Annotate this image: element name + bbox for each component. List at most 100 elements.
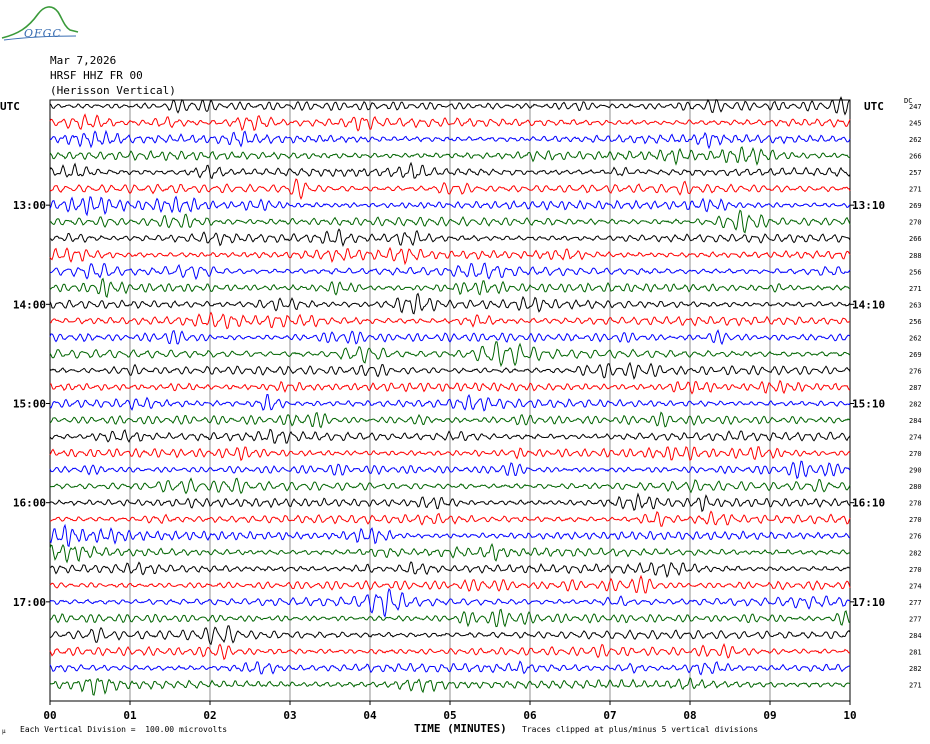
dc-offset-label: 282	[909, 665, 922, 673]
dc-offset-label: 266	[909, 235, 922, 243]
seismic-trace	[49, 361, 851, 380]
dc-offset-label: 284	[909, 417, 922, 425]
right-hour-label: 15:10	[852, 398, 885, 411]
seismic-trace	[49, 643, 851, 661]
right-hour-label: 14:10	[852, 298, 885, 311]
dc-offset-label: 276	[909, 367, 922, 375]
left-utc-label: UTC	[0, 100, 20, 113]
x-tick-label: 08	[683, 709, 696, 722]
seismic-trace	[49, 523, 851, 547]
seismic-trace	[49, 446, 851, 462]
seismic-trace	[49, 543, 851, 564]
seismic-trace	[49, 477, 851, 495]
left-hour-label: 13:00	[13, 199, 46, 212]
seismic-trace	[49, 161, 851, 180]
left-hour-label: 14:00	[13, 298, 46, 311]
dc-offset-label: 277	[909, 615, 922, 623]
seismic-trace	[49, 587, 851, 619]
dc-offset-label: 270	[909, 516, 922, 524]
x-axis-title: TIME (MINUTES)	[414, 722, 507, 735]
seismic-trace	[49, 292, 851, 315]
vertical-division-note: Each Vertical Division = 100.00 microvol…	[20, 725, 228, 734]
x-tick-label: 05	[443, 709, 456, 722]
station-description: (Herisson Vertical)	[50, 84, 176, 97]
seismic-trace	[49, 228, 851, 247]
dc-offset-label: 288	[909, 252, 922, 260]
dc-offset-label: 274	[909, 582, 922, 590]
right-utc-label: UTC	[864, 100, 884, 113]
seismic-trace	[49, 393, 851, 412]
seismic-trace	[49, 178, 851, 201]
dc-offset-label: 271	[909, 681, 922, 689]
x-tick-label: 01	[123, 709, 137, 722]
seismic-trace	[49, 492, 851, 513]
dc-offset-label: 270	[909, 450, 922, 458]
seismic-trace	[49, 311, 851, 330]
dc-offset-label: 271	[909, 285, 922, 293]
dc-offset-label: 256	[909, 318, 922, 326]
dc-offset-label: 270	[909, 219, 922, 227]
seismic-trace	[49, 277, 851, 298]
footer-mini-mark: μ	[2, 728, 6, 735]
dc-offset-label: 282	[909, 549, 922, 557]
seismic-trace	[49, 329, 851, 346]
x-tick-label: 06	[523, 709, 537, 722]
seismic-trace	[49, 574, 851, 594]
dc-offset-label: 277	[909, 599, 922, 607]
logo-mountain-icon	[1, 6, 79, 41]
dc-offset-label: 274	[909, 434, 922, 442]
dc-offset-label: 276	[909, 533, 922, 541]
seismic-trace	[49, 460, 851, 480]
dc-offset-label: 280	[909, 483, 922, 491]
dc-offset-label: 257	[909, 169, 922, 177]
clipping-note: Traces clipped at plus/minus 5 vertical …	[522, 725, 759, 734]
seismic-trace	[49, 113, 851, 132]
seismic-trace	[49, 608, 851, 628]
seismic-trace	[49, 96, 851, 116]
dc-offset-label: 256	[909, 268, 922, 276]
seismic-trace	[49, 561, 851, 578]
x-tick-label: 04	[363, 709, 377, 722]
dc-column-label: DC	[904, 97, 913, 105]
seismic-trace	[49, 625, 851, 646]
right-hour-label: 17:10	[852, 596, 885, 609]
seismic-trace	[49, 262, 851, 281]
seismic-trace	[49, 510, 851, 527]
dc-offset-label: 270	[909, 566, 922, 574]
seismic-trace	[49, 246, 851, 266]
dc-offset-label: 247	[909, 103, 922, 111]
x-tick-label: 07	[603, 709, 616, 722]
left-hour-label: 15:00	[13, 398, 46, 411]
dc-offset-label: 263	[909, 301, 922, 309]
dc-offset-label: 290	[909, 467, 922, 475]
seismic-trace	[49, 209, 851, 234]
seismic-trace	[49, 660, 851, 676]
x-tick-label: 03	[283, 709, 296, 722]
right-hour-label: 16:10	[852, 497, 885, 510]
station-code: HRSF HHZ FR 00	[50, 69, 143, 82]
seismic-trace	[49, 129, 851, 150]
dc-offset-label: 271	[909, 186, 922, 194]
plot-date: Mar 7,2026	[50, 54, 117, 67]
dc-offset-label: 282	[909, 401, 922, 409]
seismic-trace	[49, 195, 851, 217]
seismic-trace	[49, 379, 851, 395]
dc-offset-label: 278	[909, 500, 922, 508]
x-tick-label: 09	[763, 709, 776, 722]
ofgc-logo: OFGC	[0, 0, 80, 48]
seismic-trace	[49, 411, 851, 429]
dc-offset-label: 245	[909, 120, 922, 128]
logo-text: OFGC	[24, 27, 62, 40]
left-hour-label: 16:00	[13, 497, 46, 510]
x-tick-label: 02	[203, 709, 216, 722]
dc-offset-label: 269	[909, 351, 922, 359]
dc-offset-label: 266	[909, 153, 922, 161]
dc-offset-label: 287	[909, 384, 922, 392]
left-hour-label: 17:00	[13, 596, 46, 609]
x-tick-label: 10	[843, 709, 856, 722]
dc-offset-label: 281	[909, 648, 922, 656]
seismic-trace	[49, 146, 851, 166]
seismic-trace	[49, 341, 851, 368]
seismic-trace	[49, 428, 851, 444]
